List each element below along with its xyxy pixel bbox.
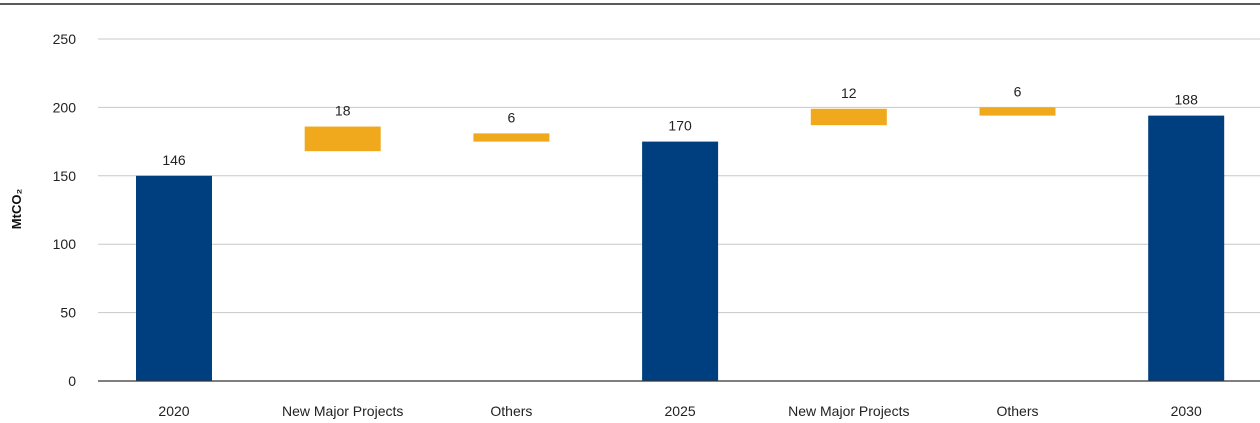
data-label: 12 [841,85,857,101]
change-bar [810,108,887,126]
x-tick-label: Others [996,403,1038,419]
y-axis-label: MtCO₂ [9,189,24,230]
total-bar [136,175,212,381]
data-label: 146 [162,152,186,168]
y-tick-label: 200 [53,99,77,115]
x-tick-label: New Major Projects [788,403,909,419]
data-labels: 146 18 6 170 12 6 188 [162,83,1198,167]
y-tick-label: 0 [68,373,76,389]
x-tick-label: 2020 [158,403,189,419]
x-tick-label: New Major Projects [282,403,403,419]
y-tick-label: 150 [53,168,77,184]
change-bar [304,126,381,152]
y-axis-ticks: 0 50 100 150 200 250 [53,31,77,389]
x-tick-label: 2030 [1171,403,1202,419]
y-tick-label: 100 [53,236,77,252]
data-label: 6 [508,109,516,125]
x-axis-ticks: 2020 New Major Projects Others 2025 New Majo… [158,403,1202,419]
data-label: 6 [1014,83,1022,99]
total-bar [642,141,719,381]
change-bar [473,133,550,142]
data-label: 18 [335,103,351,119]
bars [136,107,1225,381]
x-tick-label: 2025 [665,403,696,419]
y-tick-label: 50 [60,305,76,321]
data-label: 188 [1175,92,1199,108]
x-tick-label: Others [490,403,532,419]
change-bar [979,107,1056,116]
total-bar [1148,115,1225,381]
y-tick-label: 250 [53,31,77,47]
data-label: 170 [668,118,692,134]
